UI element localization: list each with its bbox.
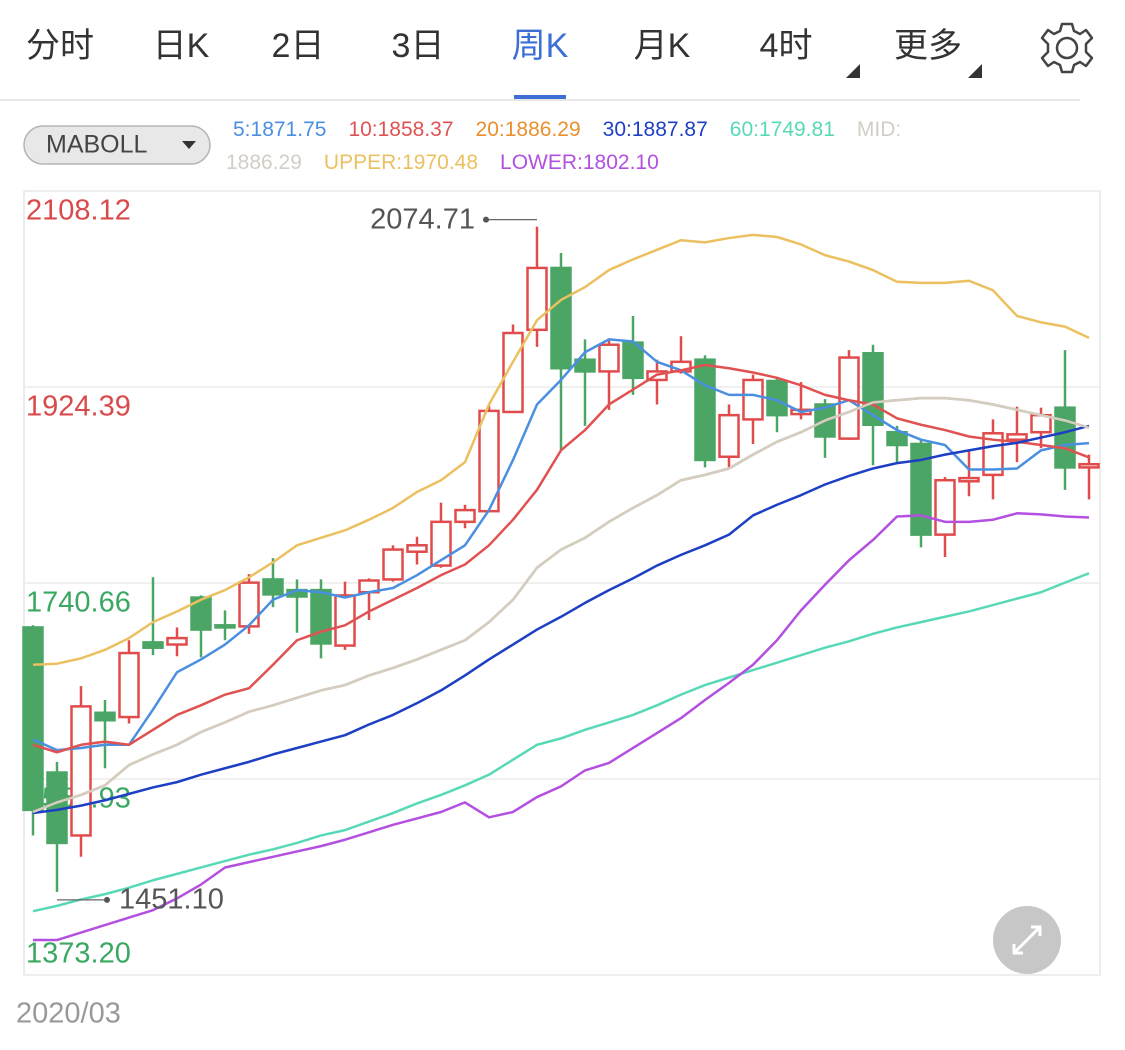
tab[interactable]: 更多 (894, 27, 962, 65)
candle-body (718, 413, 740, 459)
y-tick-label: 1740.66 (26, 587, 131, 619)
tab[interactable]: 4时 (760, 27, 813, 65)
candle-body (550, 266, 572, 370)
candle-body (70, 705, 92, 837)
candle-body (454, 508, 476, 524)
expand-button[interactable] (993, 906, 1061, 974)
candle-body (1078, 462, 1100, 469)
candle-body (1006, 433, 1028, 441)
legend-entry: UPPER:1970.48 (323, 151, 479, 174)
candle-body (526, 266, 548, 332)
dropdown-corner (846, 64, 860, 78)
max-dot (483, 216, 489, 223)
candle-body (310, 588, 332, 645)
y-tick-label: 1924.39 (26, 391, 131, 423)
legend-entry: 10:1858.37 (348, 118, 454, 141)
tab[interactable]: 分时 (26, 27, 94, 65)
tab[interactable]: 日K (153, 27, 210, 65)
candle-body (574, 358, 596, 373)
settings-icon[interactable] (1040, 22, 1094, 74)
candle-body (958, 476, 980, 483)
candle-body (742, 378, 764, 421)
legend-entry: 60:1749.81 (729, 118, 835, 141)
candle-body (214, 624, 236, 629)
indicator-line (32, 572, 1090, 913)
candle-body (262, 578, 284, 596)
candle-body (934, 478, 956, 536)
candle-body (94, 711, 116, 722)
candle-body (430, 520, 452, 567)
y-tick-label: 2108.12 (26, 195, 131, 227)
indicator-line (32, 233, 1090, 667)
candle-body (118, 651, 140, 719)
min-label: 1451.10 (119, 884, 224, 916)
indicator-name: MABOLL (46, 131, 148, 159)
tab[interactable]: 3日 (392, 27, 445, 65)
candle-body (166, 636, 188, 646)
dropdown-arrow (182, 141, 196, 149)
indicator-line (33, 512, 1090, 942)
candle-body (910, 442, 932, 536)
x-tick-label: 2020/03 (16, 998, 121, 1030)
indicator-button[interactable] (23, 125, 211, 165)
indicator-line (32, 338, 1090, 752)
candle-body (22, 626, 44, 812)
tab[interactable]: 2日 (272, 27, 325, 65)
candle-body (406, 544, 428, 553)
candle-body (190, 596, 212, 631)
legend-entry: 30:1887.87 (602, 118, 708, 141)
indicator-line (32, 424, 1090, 815)
min-dot (104, 896, 110, 903)
candle-body (1054, 406, 1076, 469)
max-label: 2074.71 (370, 203, 475, 235)
indicator-line (32, 363, 1090, 754)
legend-entry: 5:1871.75 (233, 118, 327, 141)
indicator-legend: 5:1871.75 10:1858.37 20:1886.29 30:1887.87 6… (226, 113, 996, 179)
active-tab-underline (514, 95, 566, 99)
candle-body (142, 641, 164, 649)
dropdown-corner (968, 64, 982, 78)
tab[interactable]: 月K (634, 27, 691, 65)
y-tick-label: 1373.20 (26, 938, 131, 970)
candle-body (886, 430, 908, 447)
tab[interactable]: 周K (512, 27, 569, 65)
candle-body (382, 548, 404, 581)
candle-body (982, 432, 1004, 477)
legend-entry: LOWER:1802.10 (500, 151, 659, 174)
legend-entry: 20:1886.29 (475, 118, 581, 141)
candle-body (598, 343, 620, 373)
candle-body (694, 358, 716, 462)
legend-entry: MID: 1886.29 (226, 118, 908, 174)
indicator-line (32, 396, 1090, 814)
